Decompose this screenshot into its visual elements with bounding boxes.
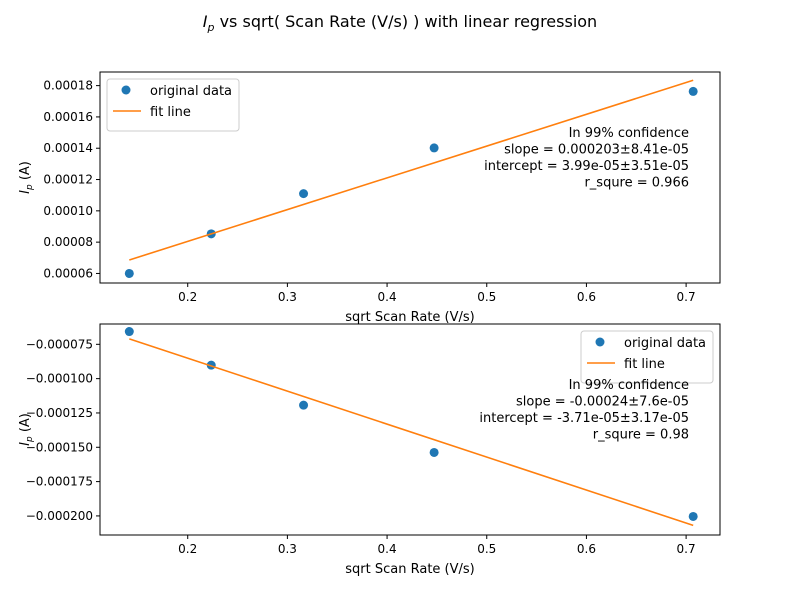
legend-label-data: original data xyxy=(624,336,706,351)
legend-marker-data xyxy=(121,85,131,95)
x-tick-label: 0.6 xyxy=(577,542,596,556)
data-point xyxy=(124,327,134,337)
y-tick-label: −0.000075 xyxy=(26,337,93,351)
data-point xyxy=(124,268,134,278)
y-tick-label: −0.000150 xyxy=(26,440,93,454)
y-tick-label: 0.00016 xyxy=(43,110,93,124)
top-plot-panel: 0.2 0.3 0.4 0.5 0.6 0.7 0.00006 0.00008 0.00010 0… xyxy=(18,71,721,325)
y-tick-label: 0.00014 xyxy=(43,141,93,155)
figure-title: Ip vs sqrt( Scan Rate (V/s) ) with linea… xyxy=(203,12,597,34)
y-axis-label-unit: (A) xyxy=(18,413,33,436)
x-tick-label: 0.4 xyxy=(378,290,397,304)
legend-label-data: original data xyxy=(150,84,232,99)
y-tick-label: 0.00006 xyxy=(43,266,93,280)
y-axis-label-subscript: p xyxy=(25,436,35,443)
axes-frame xyxy=(99,323,721,536)
legend-label-fit: fit line xyxy=(624,357,665,372)
x-axis-label: sqrt Scan Rate (V/s) xyxy=(345,562,474,577)
regression-annotation-line: slope = 0.000203±8.41e-05 xyxy=(504,143,689,158)
regression-annotation-line: intercept = 3.99e-05±3.51e-05 xyxy=(484,159,689,174)
y-tick-label: −0.000125 xyxy=(26,406,93,420)
y-axis-label: Ip (A) xyxy=(18,413,35,446)
x-tick-label: 0.4 xyxy=(378,542,397,556)
legend-box xyxy=(580,330,714,384)
x-tick-label: 0.6 xyxy=(577,290,596,304)
x-tick-label: 0.5 xyxy=(477,290,496,304)
x-tick-label: 0.2 xyxy=(178,290,197,304)
fit-line xyxy=(129,338,694,527)
regression-annotation-line: slope = -0.00024±7.6e-05 xyxy=(516,395,689,410)
y-tick-label: 0.00012 xyxy=(43,173,93,187)
data-point xyxy=(299,189,309,199)
data-point xyxy=(429,143,439,153)
y-tick-label: 0.00010 xyxy=(43,204,93,218)
data-point xyxy=(299,400,309,410)
x-axis-label: sqrt Scan Rate (V/s) xyxy=(345,310,474,325)
data-point xyxy=(429,447,439,457)
legend-box xyxy=(106,78,240,132)
fit-line xyxy=(129,79,694,261)
x-tick-label: 0.7 xyxy=(677,542,696,556)
y-tick-label: 0.00008 xyxy=(43,235,93,249)
x-tick-label: 0.5 xyxy=(477,542,496,556)
y-axis-label: Ip (A) xyxy=(18,161,35,194)
x-tick-label: 0.3 xyxy=(278,542,297,556)
regression-annotation-line: In 99% confidence xyxy=(569,126,689,141)
x-tick-label: 0.7 xyxy=(677,290,696,304)
regression-annotation-line: r_squre = 0.966 xyxy=(584,176,689,191)
x-tick-label: 0.3 xyxy=(278,290,297,304)
y-tick-label: −0.000100 xyxy=(26,372,93,386)
data-point xyxy=(688,511,698,521)
regression-annotation-line: r_squre = 0.98 xyxy=(593,428,689,443)
y-axis-label-unit: (A) xyxy=(18,161,33,184)
bottom-plot-panel: 0.2 0.3 0.4 0.5 0.6 0.7 −0.000075 −0.000100 −0.0… xyxy=(18,323,721,577)
regression-annotation-line: In 99% confidence xyxy=(569,378,689,393)
y-axis-label-symbol: I xyxy=(18,190,33,194)
y-tick-label: −0.000175 xyxy=(26,475,93,489)
regression-annotation-line: intercept = -3.71e-05±3.17e-05 xyxy=(479,411,689,426)
x-tick-label: 0.2 xyxy=(178,542,197,556)
legend-marker-data xyxy=(595,337,605,347)
y-tick-label: −0.000200 xyxy=(26,509,93,523)
data-point xyxy=(688,86,698,96)
y-axis-label-subscript: p xyxy=(25,184,35,191)
y-axis-label-symbol: I xyxy=(18,442,33,446)
legend-label-fit: fit line xyxy=(150,105,191,120)
y-tick-label: 0.00018 xyxy=(43,79,93,93)
axes-frame xyxy=(99,71,721,284)
